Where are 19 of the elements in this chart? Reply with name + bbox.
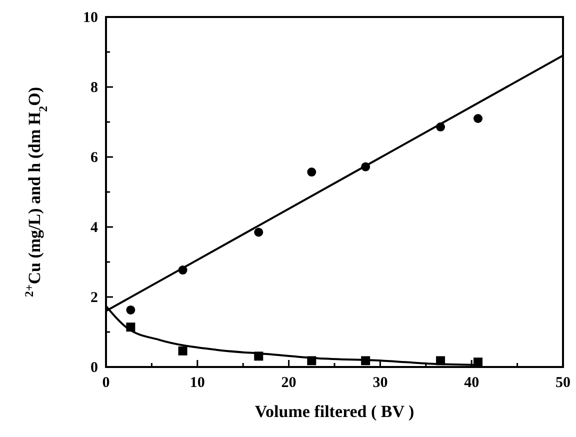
point [474,114,482,123]
point [307,168,316,177]
point [474,358,482,367]
y-tick-label: 10 [83,10,98,26]
x-tick-label: 30 [372,375,388,391]
y-tick-label: 4 [90,220,98,236]
y-tick-label: 6 [90,150,98,166]
y-tick-label: 2 [90,290,98,306]
y-tick-label: 8 [90,80,98,96]
x-tick-label: 0 [102,375,110,391]
x-tick-label: 50 [556,375,570,391]
point [254,228,264,237]
y-tick-label: 0 [90,360,98,376]
x-tick-label: 10 [190,375,205,391]
x-tick-label: 40 [464,375,480,391]
x-tick-label: 20 [281,375,296,391]
point [178,346,188,356]
point [126,305,136,314]
x-axis-title: Volume filtered ( BV ) [254,402,414,421]
